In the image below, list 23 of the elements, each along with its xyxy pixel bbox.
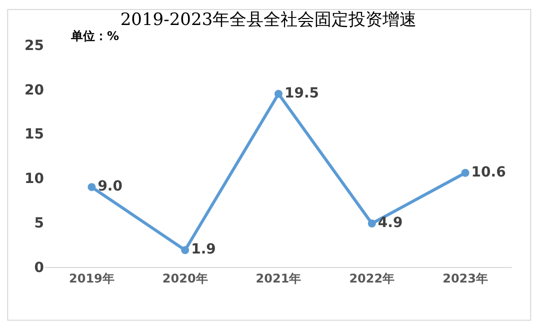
data-label: 10.6 <box>471 164 506 180</box>
x-tick-label: 2020年 <box>162 271 208 286</box>
point <box>461 168 470 177</box>
y-tick-label: 0 <box>34 260 44 276</box>
data-label: 1.9 <box>191 242 216 258</box>
point <box>181 246 190 254</box>
data-label: 4.9 <box>378 214 403 231</box>
chart-title: 2019-2023年全县全社会固定投资增速 <box>120 10 417 30</box>
point <box>88 183 96 192</box>
x-tick-label: 2022年 <box>349 271 395 286</box>
y-tick-label: 5 <box>34 216 44 232</box>
y-tick-label: 15 <box>24 126 44 143</box>
data-label: 19.5 <box>284 85 320 102</box>
x-tick-label: 2021年 <box>256 271 302 286</box>
y-tick-label: 10 <box>24 171 44 188</box>
y-tick-label: 25 <box>24 38 44 54</box>
point <box>274 90 282 98</box>
y-tick-label: 20 <box>24 82 44 98</box>
point <box>368 219 376 228</box>
x-tick-label: 2019年 <box>68 271 114 286</box>
data-label: 9.0 <box>98 178 123 195</box>
text: 单位：% <box>70 29 120 43</box>
x-tick-label: 2023年 <box>442 271 488 286</box>
